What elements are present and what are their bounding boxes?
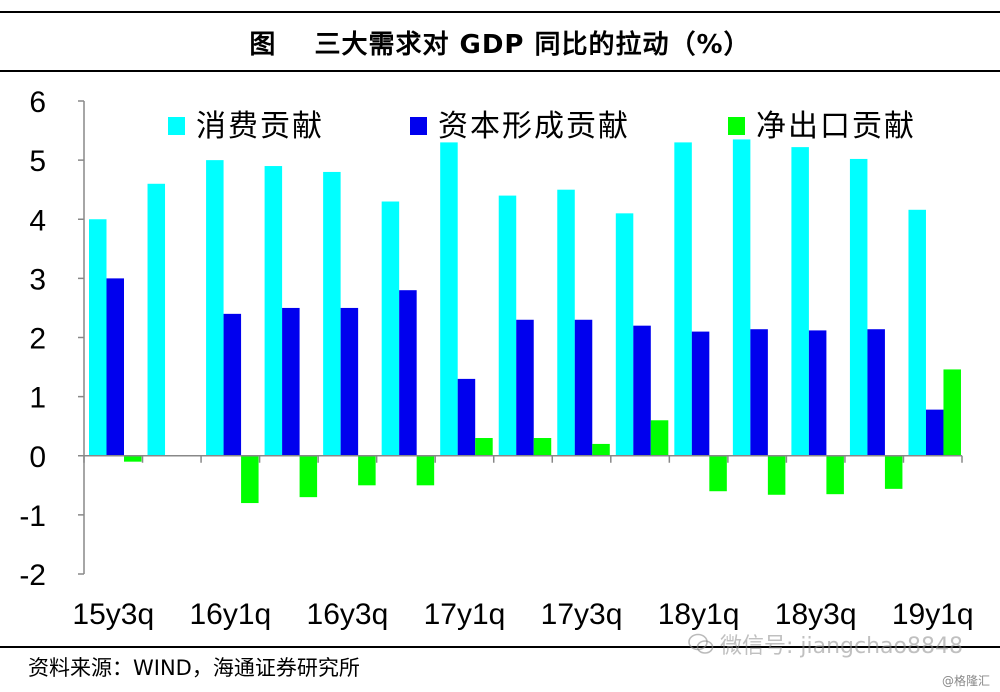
bar-consumption bbox=[323, 171, 341, 456]
bar-net-export bbox=[884, 455, 903, 489]
x-tick-label: 16y3q bbox=[307, 598, 389, 631]
bar-net-export bbox=[299, 455, 318, 498]
bar-capital bbox=[223, 313, 242, 456]
legend-label: 资本形成贡献 bbox=[438, 109, 630, 144]
bar-capital bbox=[282, 307, 300, 456]
legend-swatch bbox=[728, 117, 745, 135]
bar-capital bbox=[633, 325, 651, 456]
bar-consumption bbox=[732, 139, 751, 456]
watermark: 微信号: jiangchao8848 bbox=[688, 628, 963, 660]
y-tick-label: 0 bbox=[29, 441, 46, 474]
bar-capital bbox=[340, 307, 359, 456]
bar-capital bbox=[516, 319, 534, 456]
bar-capital bbox=[457, 378, 476, 456]
legend-swatch bbox=[410, 117, 427, 135]
title-rule bbox=[0, 70, 1000, 72]
x-tick-label: 17y1q bbox=[424, 598, 506, 631]
bar-consumption bbox=[381, 201, 400, 456]
y-tick-label: 5 bbox=[29, 145, 46, 178]
y-tick-label: 6 bbox=[29, 86, 46, 119]
top-rule bbox=[0, 11, 1000, 13]
watermark-text: 微信号: jiangchao8848 bbox=[720, 634, 963, 659]
bar-net-export bbox=[592, 443, 610, 456]
bar-consumption bbox=[791, 147, 809, 456]
bar-net-export bbox=[416, 455, 435, 486]
legend-label: 消费贡献 bbox=[196, 109, 324, 144]
bar-net-export bbox=[358, 455, 376, 486]
bar-net-export bbox=[475, 438, 493, 456]
figure-label: 图 bbox=[249, 29, 277, 60]
legend-swatch bbox=[168, 117, 185, 135]
title-text: 三大需求对 GDP 同比的拉动（%） bbox=[314, 29, 751, 60]
bar-capital bbox=[808, 330, 827, 456]
x-tick-label: 19y1q bbox=[892, 598, 974, 631]
bar-net-export bbox=[533, 438, 552, 456]
x-tick-label: 15y3q bbox=[72, 598, 154, 631]
legend-label: 净出口贡献 bbox=[756, 109, 916, 144]
bar-consumption bbox=[615, 213, 634, 456]
x-tick-label: 18y3q bbox=[775, 598, 857, 631]
bar-net-export bbox=[241, 455, 259, 504]
x-tick-label: 16y1q bbox=[189, 598, 271, 631]
bar-net-export bbox=[826, 455, 844, 495]
bar-net-export bbox=[650, 420, 669, 456]
bottom-rule bbox=[0, 646, 1000, 648]
corner-mark: @格隆汇 bbox=[941, 674, 990, 688]
y-tick-label: 4 bbox=[29, 204, 46, 237]
bar-consumption bbox=[264, 166, 283, 456]
bar-consumption bbox=[206, 160, 224, 456]
y-tick-label: -2 bbox=[19, 559, 46, 592]
bar-capital bbox=[399, 290, 417, 456]
bar-consumption bbox=[498, 195, 517, 456]
bar-capital bbox=[106, 278, 124, 456]
bar-net-export bbox=[124, 455, 142, 462]
bar-consumption bbox=[440, 142, 458, 456]
bar-consumption bbox=[147, 183, 166, 456]
y-tick-label: 3 bbox=[29, 263, 46, 296]
source-note: 资料来源：WIND，海通证券研究所 bbox=[28, 656, 360, 680]
y-tick-label: 1 bbox=[29, 382, 46, 415]
bar-net-export bbox=[767, 455, 786, 495]
bar-consumption bbox=[849, 158, 868, 456]
x-tick-label: 18y1q bbox=[658, 598, 740, 631]
bar-net-export bbox=[943, 369, 961, 456]
bar-net-export bbox=[709, 455, 727, 492]
y-tick-label: 2 bbox=[29, 323, 46, 356]
wechat-icon bbox=[688, 633, 714, 654]
bar-consumption bbox=[557, 189, 575, 456]
chart-title: 图 三大需求对 GDP 同比的拉动（%） bbox=[0, 14, 1000, 70]
bar-capital bbox=[574, 319, 593, 456]
bar-capital bbox=[750, 329, 768, 456]
bar-chart: 6 5 4 3 2 1 0 -1 -2 15y3q 16y1q 16y3q 17y1q 17y3q 18y1… bbox=[19, 86, 974, 631]
bar-consumption bbox=[908, 209, 926, 456]
y-tick-label: -1 bbox=[19, 500, 46, 533]
bar-capital bbox=[691, 331, 710, 456]
bar-capital bbox=[925, 409, 944, 456]
bar-capital bbox=[867, 329, 885, 456]
bar-consumption bbox=[674, 142, 692, 456]
bar-consumption bbox=[89, 219, 107, 456]
x-tick-label: 17y3q bbox=[541, 598, 623, 631]
